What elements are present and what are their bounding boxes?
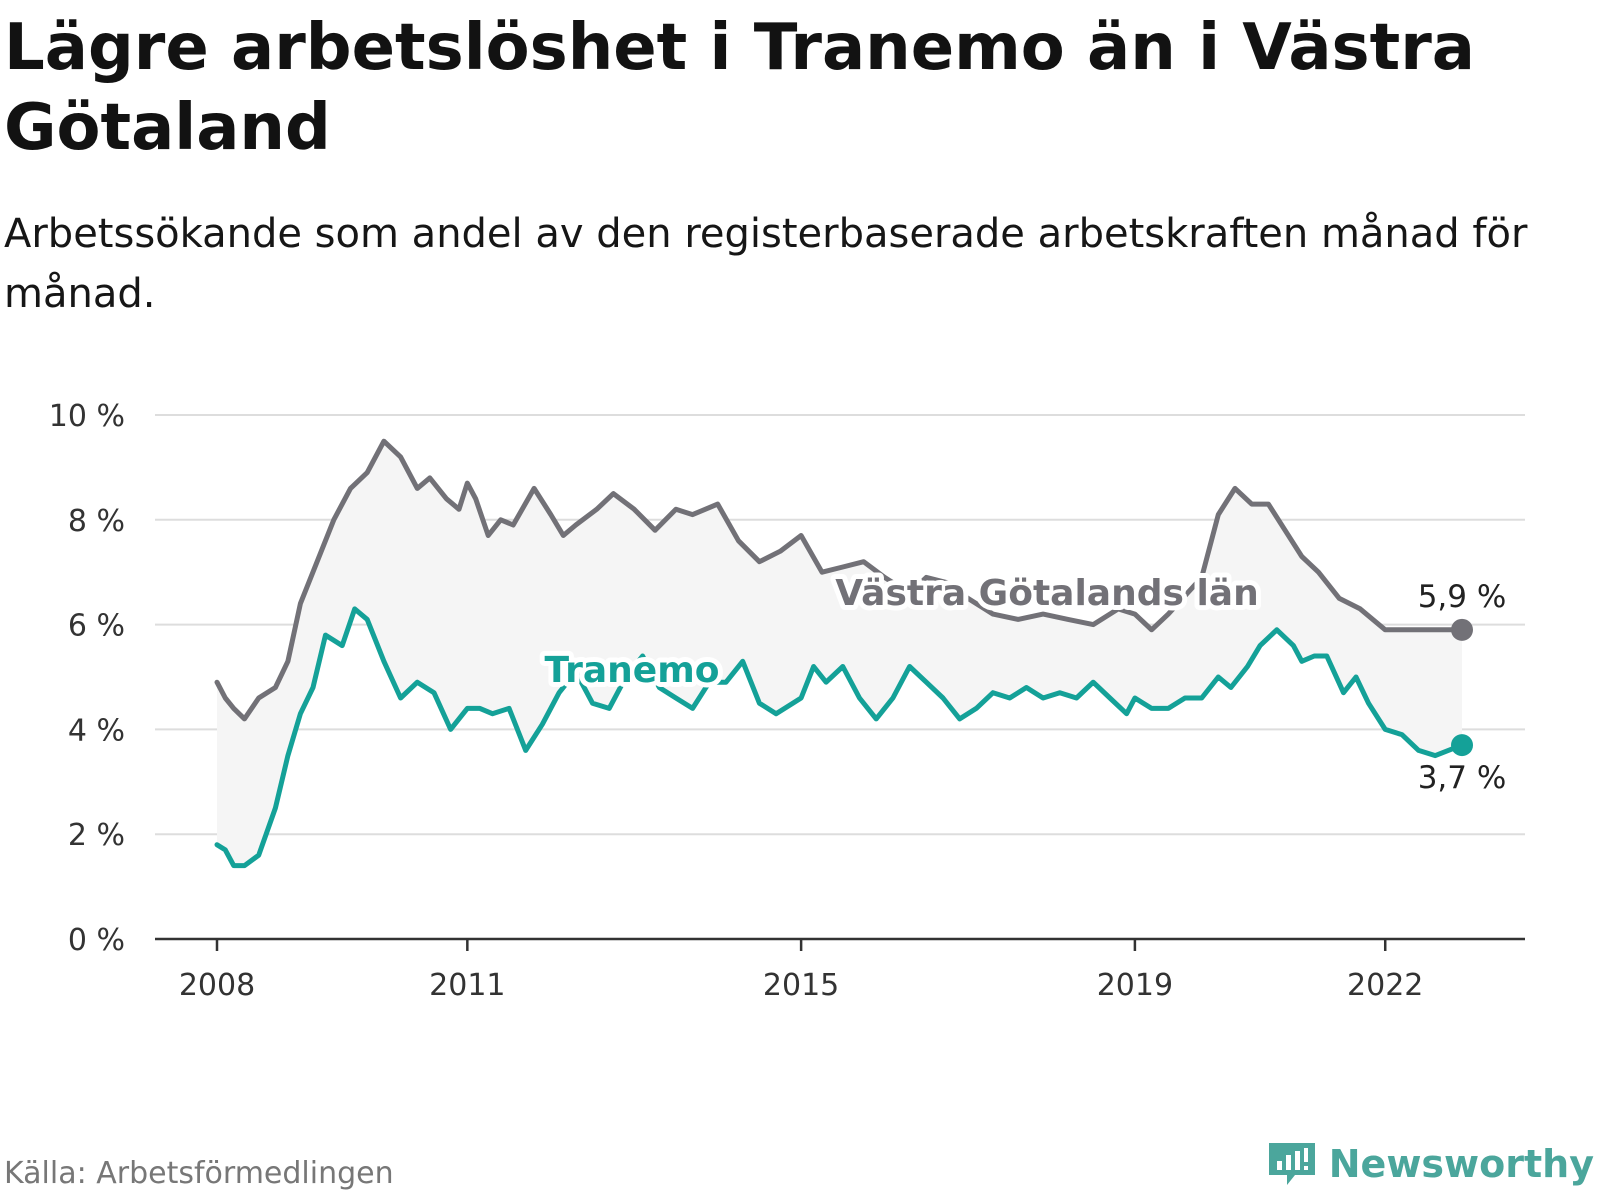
- chart-title: Lägre arbetslöshet i Tranemo än i Västra…: [4, 11, 1475, 165]
- x-tick-label: 2011: [429, 968, 505, 1003]
- x-tick-label: 2022: [1347, 968, 1423, 1003]
- series-line-tranemo: [214, 606, 1465, 869]
- y-tick-label: 6 %: [68, 609, 125, 644]
- brand-logo: Newsworthy: [1265, 1140, 1594, 1188]
- y-tick-label: 4 %: [68, 713, 125, 748]
- y-tick-label: 2 %: [68, 818, 125, 853]
- series-label-vastra-gotaland: Västra Götalands län: [835, 573, 1258, 614]
- difference-band: [217, 441, 1462, 866]
- chart-subtitle: Arbetssökande som andel av den registerb…: [4, 211, 1528, 317]
- x-axis: 2008 2011 2015 2019 2022: [155, 937, 1525, 1003]
- y-tick-label: 0 %: [68, 923, 125, 958]
- x-tick-label: 2008: [179, 968, 255, 1003]
- series-label-tranemo: Tranemo: [545, 650, 720, 691]
- series-labels: 5,9 % 3,7 % Västra Götalands län Tranemo: [540, 568, 1511, 800]
- series-lines: [214, 438, 1473, 869]
- x-tick-label: 2015: [763, 968, 839, 1003]
- line-chart: 0 % 2 % 4 % 6 % 8 % 10 % 5,9 % 3,7 % Västra Göt…: [49, 399, 1525, 1003]
- newsworthy-logo-icon: [1268, 1143, 1315, 1185]
- brand-name: Newsworthy: [1328, 1142, 1594, 1186]
- series-line-vastra-gotaland: [214, 438, 1465, 722]
- x-tick-label: 2019: [1097, 968, 1173, 1003]
- source-note: Källa: Arbetsförmedlingen: [4, 1156, 394, 1191]
- end-point-vastra-gotaland: [1451, 618, 1473, 641]
- end-label-vastra-gotaland: 5,9 %: [1418, 579, 1507, 615]
- y-tick-label: 10 %: [49, 399, 125, 434]
- end-point-tranemo: [1451, 734, 1473, 757]
- end-label-tranemo: 3,7 %: [1418, 760, 1507, 796]
- y-tick-label: 8 %: [68, 504, 125, 539]
